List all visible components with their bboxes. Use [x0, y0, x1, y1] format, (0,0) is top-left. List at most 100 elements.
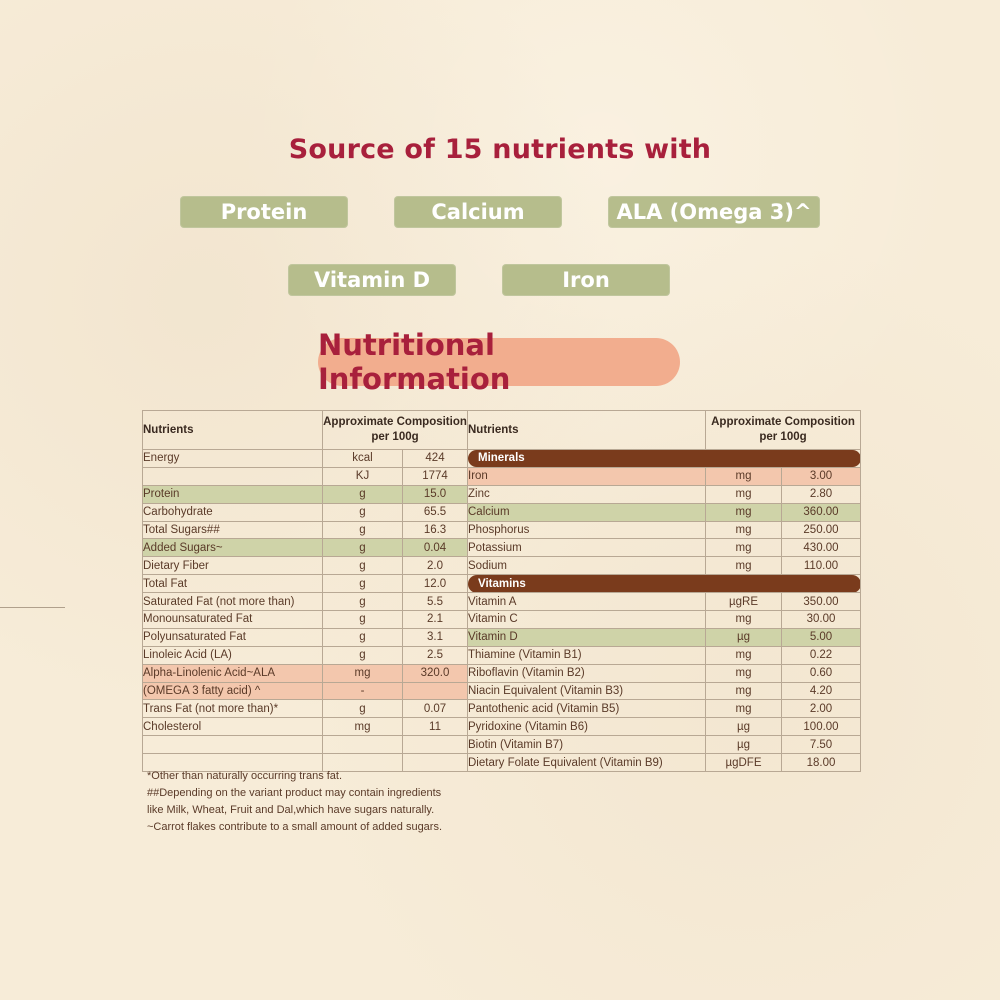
nutrient-unit: mg	[705, 538, 782, 558]
table-row: Calcium mg 360.00	[467, 502, 862, 522]
nutrient-value: 430.00	[780, 538, 862, 558]
nutrient-name: Sodium	[467, 556, 706, 576]
nutrient-value: 360.00	[780, 502, 862, 522]
nutrient-unit: mg	[705, 610, 782, 629]
table-row: Total Fat g 12.0	[142, 574, 469, 594]
table-row: Dietary Folate Equivalent (Vitamin B9) µg…	[467, 753, 862, 773]
table-row: Potassium mg 430.00	[467, 538, 862, 558]
nutrient-name: Pyridoxine (Vitamin B6)	[467, 717, 706, 737]
nutrient-unit: mg	[705, 556, 782, 576]
nutrient-name: Zinc	[467, 484, 706, 504]
left-table-body: Energy kcal 424 KJ 1774 Protein g 15.0 Carbohydr…	[142, 449, 469, 773]
nutrient-name: Saturated Fat (not more than)	[142, 592, 323, 612]
table-row: Trans Fat (not more than)* g 0.07	[142, 699, 469, 719]
vitamins-category: Vitamins	[466, 574, 862, 594]
table-row: Niacin Equivalent (Vitamin B3) mg 4.20	[467, 681, 862, 701]
nutrient-unit: g	[322, 574, 403, 594]
table-row: Dietary Fiber g 2.0	[142, 556, 469, 576]
nutrient-name: Carbohydrate	[142, 502, 323, 522]
table-row: Phosphorus mg 250.00	[467, 520, 862, 540]
nutrient-unit: µg	[705, 735, 782, 755]
nutrient-unit: mg	[705, 484, 782, 504]
nutrient-value: 2.00	[780, 699, 862, 719]
nutrient-name: Dietary Folate Equivalent (Vitamin B9)	[467, 753, 706, 773]
header-nutrients: Nutrients	[142, 410, 323, 450]
header-composition-line1: Approximate Composition	[323, 416, 467, 428]
nutrient-value: 16.3	[401, 520, 469, 540]
header-composition: Approximate Composition per 100g	[321, 410, 469, 450]
nutrient-unit: g	[322, 592, 403, 612]
nutrient-unit: mg	[705, 466, 782, 486]
nutrient-name: Iron	[467, 466, 706, 486]
table-row: Thiamine (Vitamin B1) mg 0.22	[467, 645, 862, 665]
nutrient-value: 350.00	[780, 592, 862, 612]
nutrient-value: 0.22	[780, 645, 862, 665]
nutrient-unit: µg	[705, 627, 782, 647]
table-row: Added Sugars~ g 0.04	[142, 538, 469, 558]
nutrient-value: 5.5	[401, 592, 469, 612]
table-row: Zinc mg 2.80	[467, 484, 862, 504]
footnote: ~Carrot flakes contribute to a small amo…	[147, 821, 443, 833]
table-row	[142, 753, 469, 773]
minerals-category: Minerals	[466, 449, 862, 468]
nutrient-value: 320.0	[401, 663, 469, 683]
nutrient-name: Biotin (Vitamin B7)	[467, 735, 706, 755]
minerals-category-label: Minerals	[466, 449, 862, 468]
nutrient-name: Vitamin C	[467, 610, 706, 629]
nutrient-value: 3.00	[780, 466, 862, 486]
nutrient-unit: g	[322, 627, 403, 647]
table-row: Pantothenic acid (Vitamin B5) mg 2.00	[467, 699, 862, 719]
nutrient-unit: µgDFE	[705, 753, 782, 773]
nutrient-unit: mg	[705, 681, 782, 701]
nutrient-unit: g	[322, 645, 403, 665]
nutrient-name: Total Fat	[142, 574, 323, 594]
nutrient-value: 7.50	[780, 735, 862, 755]
nutrition-table-right: Nutrients Approximate Composition per 10…	[466, 410, 862, 773]
table-row: Total Sugars## g 16.3	[142, 520, 469, 540]
table-row: Linoleic Acid (LA) g 2.5	[142, 645, 469, 665]
nutrient-value: 65.5	[401, 502, 469, 522]
nutrition-table-left: Nutrients Approximate Composition per 10…	[142, 410, 469, 773]
section-title: Nutritional Information	[318, 328, 680, 396]
footnote: *Other than naturally occurring trans fa…	[147, 770, 343, 782]
nutrient-name: Potassium	[467, 538, 706, 558]
table-row	[142, 735, 469, 755]
divider	[0, 607, 65, 608]
pill-protein: Protein	[180, 196, 348, 228]
nutrient-unit: g	[322, 520, 403, 540]
nutrient-unit: g	[322, 610, 403, 629]
nutrient-unit: g	[322, 538, 403, 558]
table-row: KJ 1774	[142, 466, 469, 486]
footnotes: *Other than naturally occurring trans fa…	[147, 768, 487, 836]
table-row: Protein g 15.0	[142, 484, 469, 504]
nutrient-value: 1774	[401, 466, 469, 486]
nutrient-unit: g	[322, 502, 403, 522]
nutrient-name: Pantothenic acid (Vitamin B5)	[467, 699, 706, 719]
nutrient-name: Energy	[142, 449, 323, 468]
nutrient-unit: mg	[705, 663, 782, 683]
nutrient-value	[401, 735, 469, 755]
header-composition: Approximate Composition per 100g	[704, 410, 862, 450]
nutrient-unit: KJ	[322, 466, 403, 486]
table-row: Biotin (Vitamin B7) µg 7.50	[467, 735, 862, 755]
table-row: Monounsaturated Fat g 2.1	[142, 610, 469, 629]
nutrient-unit	[322, 735, 403, 755]
pill-iron: Iron	[502, 264, 670, 296]
nutrient-unit: µgRE	[705, 592, 782, 612]
nutrient-value: 0.60	[780, 663, 862, 683]
nutrient-value: 11	[401, 717, 469, 737]
nutrient-value: 100.00	[780, 717, 862, 737]
nutrient-value: 424	[401, 449, 469, 468]
nutrient-name: Phosphorus	[467, 520, 706, 540]
header-composition-line1: Approximate Composition	[711, 416, 855, 428]
headline: Source of 15 nutrients with	[288, 134, 712, 165]
nutrient-value: 0.04	[401, 538, 469, 558]
nutrient-name: Cholesterol	[142, 717, 323, 737]
nutrient-name: Protein	[142, 484, 323, 504]
nutrient-name: Dietary Fiber	[142, 556, 323, 576]
nutrient-value: 18.00	[780, 753, 862, 773]
nutrient-unit: mg	[705, 645, 782, 665]
nutrient-unit: g	[322, 484, 403, 504]
